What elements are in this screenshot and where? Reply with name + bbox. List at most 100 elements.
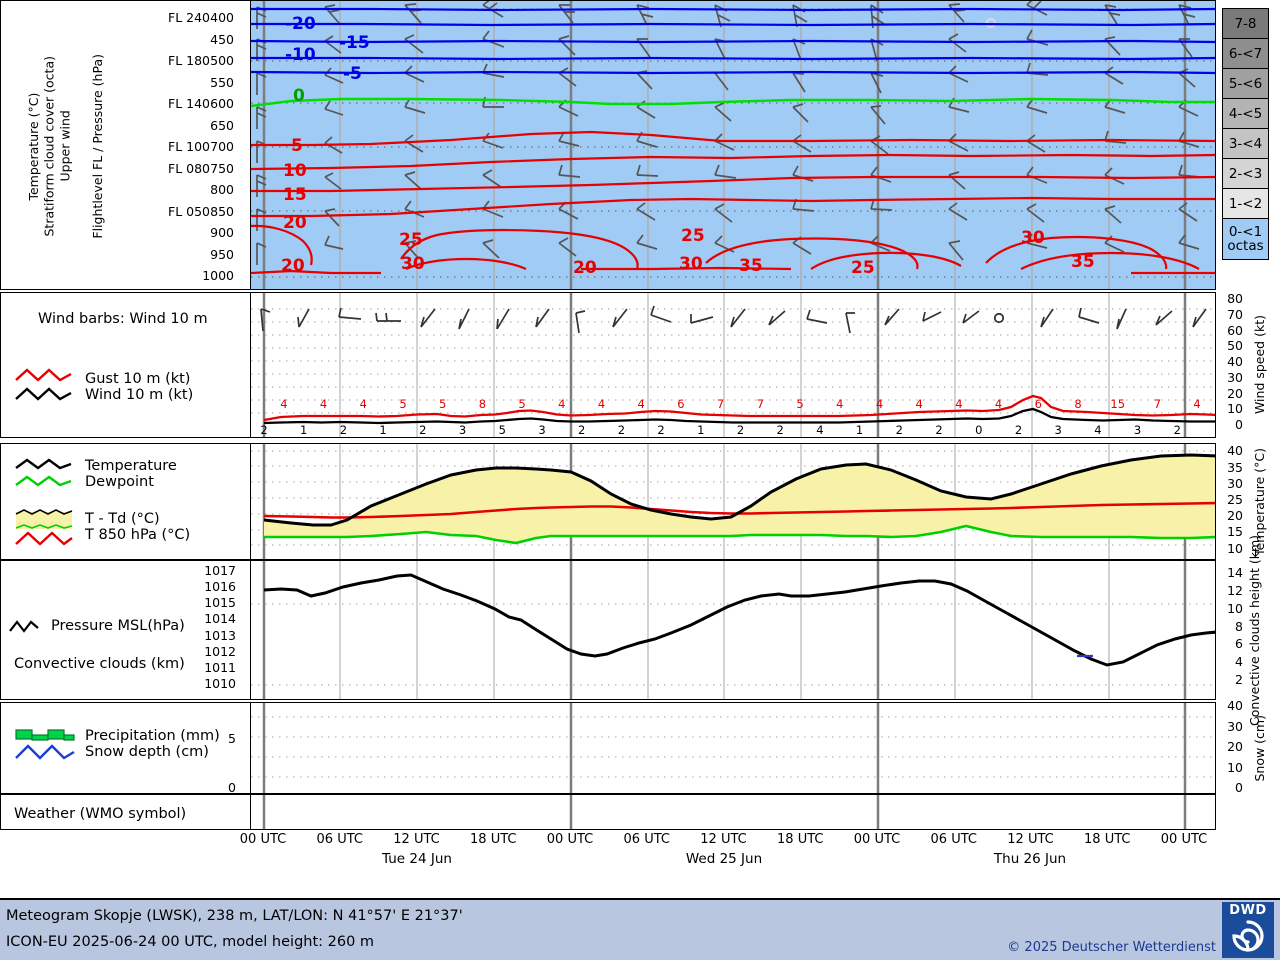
pressure-tick-400: 400: [210, 10, 234, 25]
cloud-class-label: 3-<4: [1228, 135, 1263, 152]
calm-marker-surface: [993, 312, 1005, 324]
pressure-tick-750: 750: [210, 160, 234, 176]
flightlevel-tick-FL050: FL 050: [168, 203, 210, 219]
wind-value-label: 2: [935, 423, 942, 437]
precipitation-legend-icon: [15, 729, 75, 760]
svg-text:25: 25: [851, 258, 875, 278]
snow-legend-label: Snow depth (cm): [85, 744, 209, 760]
pressure-trace: [263, 573, 1215, 667]
svg-text:-5: -5: [343, 64, 362, 84]
cloud-class-label: 6-<7: [1228, 45, 1263, 62]
wind-value-labels: 4 4 4 5 5 8 5 4 4 4 6 7 7 5 4 4 4 4 4 6 8 15 7 42 1 2 1 2 3 5 3 2 2 2 1 2 2 4…: [260, 397, 1200, 437]
cloud-class-2-lt3: 2-<3: [1223, 159, 1268, 189]
wind-speed-tick-60: 60: [1227, 322, 1243, 338]
gust-value-label: 7: [717, 397, 724, 411]
wind-speed-tick-50: 50: [1227, 338, 1243, 354]
wind-value-label: 2: [896, 423, 903, 437]
svg-text:30: 30: [401, 254, 425, 274]
svg-text:-15: -15: [339, 33, 370, 53]
svg-text:0: 0: [293, 86, 305, 106]
upper-label-upperwind: Upper wind: [56, 110, 72, 182]
snow-axis-title-text: Snow (cm): [1251, 714, 1267, 782]
svg-text:35: 35: [739, 256, 763, 276]
pressure-tick-900: 900: [210, 225, 234, 240]
svg-text:5: 5: [291, 136, 303, 156]
pressure-tick-800: 800: [210, 182, 234, 197]
gust-value-label: 15: [1110, 397, 1125, 411]
temperature-legend-label: Temperature: [85, 457, 177, 474]
wind-speed-tick-30: 30: [1227, 369, 1243, 385]
snow-tick-0: 0: [1235, 780, 1243, 795]
time-tick-2: 12 UTC: [393, 832, 440, 847]
wind-value-label: 1: [697, 423, 704, 437]
cloud-class-label: 4-<5: [1228, 105, 1263, 122]
svg-text:30: 30: [679, 254, 703, 274]
convective-cloud-tick-12: 12: [1227, 582, 1243, 598]
isotherm-zero: [251, 97, 1215, 108]
snow-tick-40: 40: [1227, 698, 1243, 713]
temperature-tick-35: 35: [1227, 459, 1243, 475]
gust-value-label: 5: [399, 397, 406, 411]
temperature-legend-bottom: T - Td (°C) T 850 hPa (°C): [14, 507, 190, 547]
cloud-class-label: 2-<3: [1228, 165, 1263, 182]
convective-cloud-tick-4: 4: [1235, 654, 1243, 670]
time-tick-9: 06 UTC: [930, 832, 977, 847]
pressure-msl-tick-1014: 1014: [204, 611, 236, 627]
time-tick-5: 06 UTC: [623, 832, 670, 847]
svg-text:20: 20: [281, 256, 305, 276]
gust-value-label: 4: [876, 397, 883, 411]
flightlevel-tick-FL080: FL 080: [168, 160, 210, 176]
wind-value-label: 2: [657, 423, 664, 437]
time-tick-1: 06 UTC: [316, 832, 363, 847]
dewpoint-legend-label: Dewpoint: [85, 474, 154, 490]
cloud-legend-unit: octas: [1227, 238, 1264, 254]
gust-value-label: 7: [1154, 397, 1161, 411]
wind-value-label: 2: [340, 423, 347, 437]
svg-text:15: 15: [283, 185, 307, 205]
time-tick-3: 18 UTC: [470, 832, 517, 847]
svg-text:25: 25: [681, 226, 705, 246]
gust-value-label: 4: [598, 397, 605, 411]
wind-value-label: 3: [1055, 423, 1062, 437]
isotherm-labels: -20 -15 -10 -5 0 5 10 15 20 25 30 20 20 …: [281, 14, 1095, 278]
gust-value-label: 4: [995, 397, 1002, 411]
gust-value-label: 4: [360, 397, 367, 411]
pressure-svg: [251, 561, 1215, 699]
weather-symbol-label: Weather (WMO symbol): [14, 806, 187, 822]
cloud-class-5-lt6: 5-<6: [1223, 69, 1268, 99]
svg-text:-20: -20: [285, 14, 316, 34]
temperature-plot: [250, 444, 1216, 559]
wind-legend-label: Wind 10 m (kt): [85, 387, 194, 403]
gust-value-label: 4: [1193, 397, 1200, 411]
cloud-class-7-8: 7-8: [1223, 9, 1268, 39]
weather-symbol-plot: [250, 795, 1216, 829]
time-tick-4: 00 UTC: [546, 832, 594, 847]
gust-value-label: 4: [558, 397, 565, 411]
pressure-msl-tick-1017: 1017: [204, 562, 236, 578]
footer-model-line: ICON-EU 2025-06-24 00 UTC, model height:…: [6, 934, 375, 950]
dewpoint-trace: [264, 524, 1215, 545]
pressure-plot: [250, 561, 1216, 699]
dwd-logo-text: DWD: [1229, 903, 1267, 918]
cloud-class-label: 7-8: [1234, 15, 1257, 32]
cloud-class-label: 5-<6: [1228, 75, 1263, 92]
wind-speed-axis-title-text: Wind speed (kt): [1251, 315, 1267, 415]
gust-value-label: 6: [677, 397, 684, 411]
pressure-tick-1000: 1000: [202, 268, 234, 283]
cloud-class-3-lt4: 3-<4: [1223, 129, 1268, 159]
t-td-fill: [264, 455, 1215, 543]
day-label-0: Tue 24 Jun: [382, 851, 452, 867]
pressure-tick-600: 600: [210, 96, 234, 111]
wind-value-label: 3: [538, 423, 545, 437]
pressure-legend: Pressure MSL(hPa): [8, 616, 185, 636]
wind-value-label: 1: [300, 423, 307, 437]
wind-speed-tick-20: 20: [1227, 385, 1243, 401]
footer: Meteogram Skopje (LWSK), 238 m, LAT/LON:…: [0, 898, 1280, 960]
wind-value-label: 3: [1134, 423, 1141, 437]
precip-tick-5: 5: [228, 731, 236, 746]
wind-speed-tick-0: 0: [1235, 417, 1243, 432]
pressure-msl-tick-1016: 1016: [204, 578, 236, 594]
pressure-tick-650: 650: [210, 117, 234, 133]
time-tick-0: 00 UTC: [239, 832, 287, 847]
cloud-class-label: 1-<2: [1228, 195, 1263, 212]
